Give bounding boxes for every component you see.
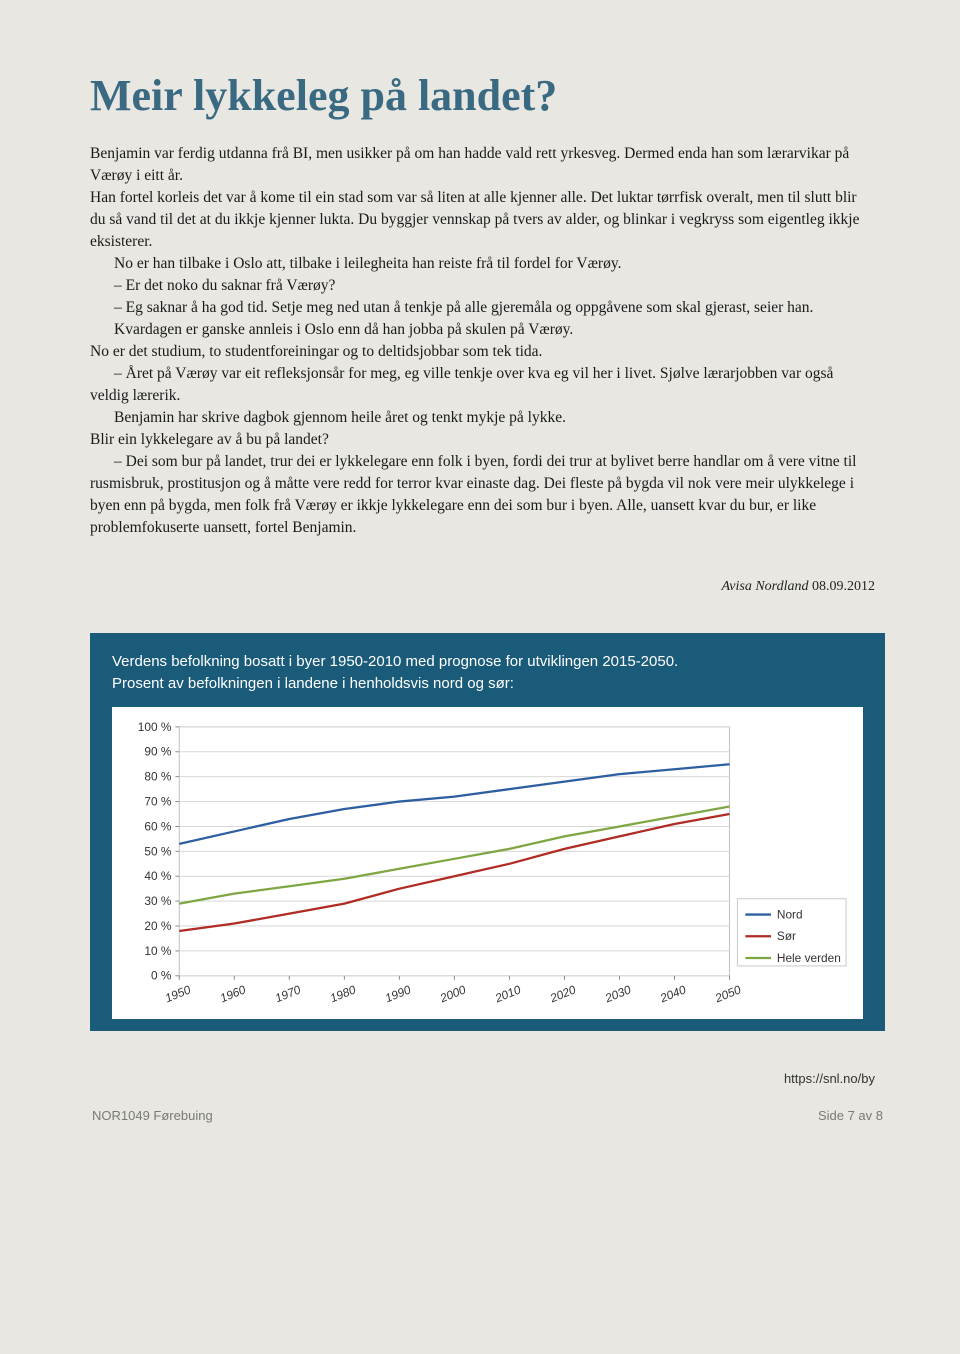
chart-caption: Verdens befolkning bosatt i byer 1950-20… [112, 651, 863, 695]
svg-text:Hele verden: Hele verden [777, 950, 841, 964]
svg-text:Nord: Nord [777, 907, 803, 921]
svg-text:30 %: 30 % [144, 894, 171, 908]
svg-text:2020: 2020 [547, 982, 578, 1005]
chart-inner: 0 % 10 % 20 % 30 % 40 % 50 % 60 % 70 % 80 % 90 % 1… [112, 707, 863, 1019]
svg-text:1980: 1980 [328, 982, 358, 1005]
svg-text:10 %: 10 % [144, 943, 171, 957]
paragraph: Benjamin har skrive dagbok gjennom heile… [90, 407, 860, 429]
svg-text:50 %: 50 % [144, 844, 171, 858]
chart-caption-line-2: Prosent av befolkningen i landene i henh… [112, 675, 514, 692]
chart-caption-line-1: Verdens befolkning bosatt i byer 1950-20… [112, 653, 678, 670]
footer-left: NOR1049 Førebuing [92, 1108, 213, 1123]
svg-text:1960: 1960 [218, 982, 248, 1005]
article-body: Benjamin var ferdig utdanna frå BI, men … [90, 143, 860, 539]
source-url: https://snl.no/by [90, 1071, 885, 1086]
paragraph: Kvardagen er ganske annleis i Oslo enn d… [90, 319, 860, 341]
svg-text:1990: 1990 [383, 982, 413, 1005]
svg-text:20 %: 20 % [144, 918, 171, 932]
paragraph: No er det studium, to studentforeiningar… [90, 341, 860, 363]
source-date: 08.09.2012 [812, 579, 875, 594]
svg-text:2010: 2010 [492, 982, 523, 1005]
paragraph: – Eg saknar å ha god tid. Setje meg ned … [90, 297, 860, 319]
svg-text:1970: 1970 [273, 982, 303, 1005]
svg-text:40 %: 40 % [144, 869, 171, 883]
svg-text:90 %: 90 % [144, 744, 171, 758]
svg-text:70 %: 70 % [144, 794, 171, 808]
article-source: Avisa Nordland 08.09.2012 [90, 579, 885, 595]
paragraph: No er han tilbake i Oslo att, tilbake i … [90, 253, 860, 275]
svg-text:2050: 2050 [712, 982, 743, 1005]
paragraph: – Dei som bur på landet, trur dei er lyk… [90, 451, 860, 539]
svg-text:100 %: 100 % [138, 719, 172, 733]
chart-box: Verdens befolkning bosatt i byer 1950-20… [90, 633, 885, 1031]
paragraph: Han fortel korleis det var å kome til ei… [90, 187, 860, 253]
page-footer: NOR1049 Førebuing Side 7 av 8 [90, 1108, 885, 1123]
paragraph: Blir ein lykkelegare av å bu på landet? [90, 429, 860, 451]
paragraph: Benjamin var ferdig utdanna frå BI, men … [90, 143, 860, 187]
source-name: Avisa Nordland [722, 579, 809, 594]
paragraph: – Er det noko du saknar frå Værøy? [90, 275, 860, 297]
svg-text:0 %: 0 % [151, 968, 172, 982]
svg-text:1950: 1950 [163, 982, 193, 1005]
svg-text:80 %: 80 % [144, 769, 171, 783]
footer-right: Side 7 av 8 [818, 1108, 883, 1123]
page-container: Meir lykkeleg på landet? Benjamin var fe… [0, 0, 960, 1354]
svg-text:60 %: 60 % [144, 819, 171, 833]
article-title: Meir lykkeleg på landet? [90, 70, 885, 121]
svg-text:Sør: Sør [777, 929, 796, 943]
urban-population-chart: 0 % 10 % 20 % 30 % 40 % 50 % 60 % 70 % 80 % 90 % 1… [122, 717, 853, 1013]
svg-text:2030: 2030 [602, 982, 633, 1005]
svg-text:2000: 2000 [437, 982, 468, 1005]
svg-text:2040: 2040 [657, 982, 688, 1005]
paragraph: – Året på Værøy var eit refleksjonsår fo… [90, 363, 860, 407]
